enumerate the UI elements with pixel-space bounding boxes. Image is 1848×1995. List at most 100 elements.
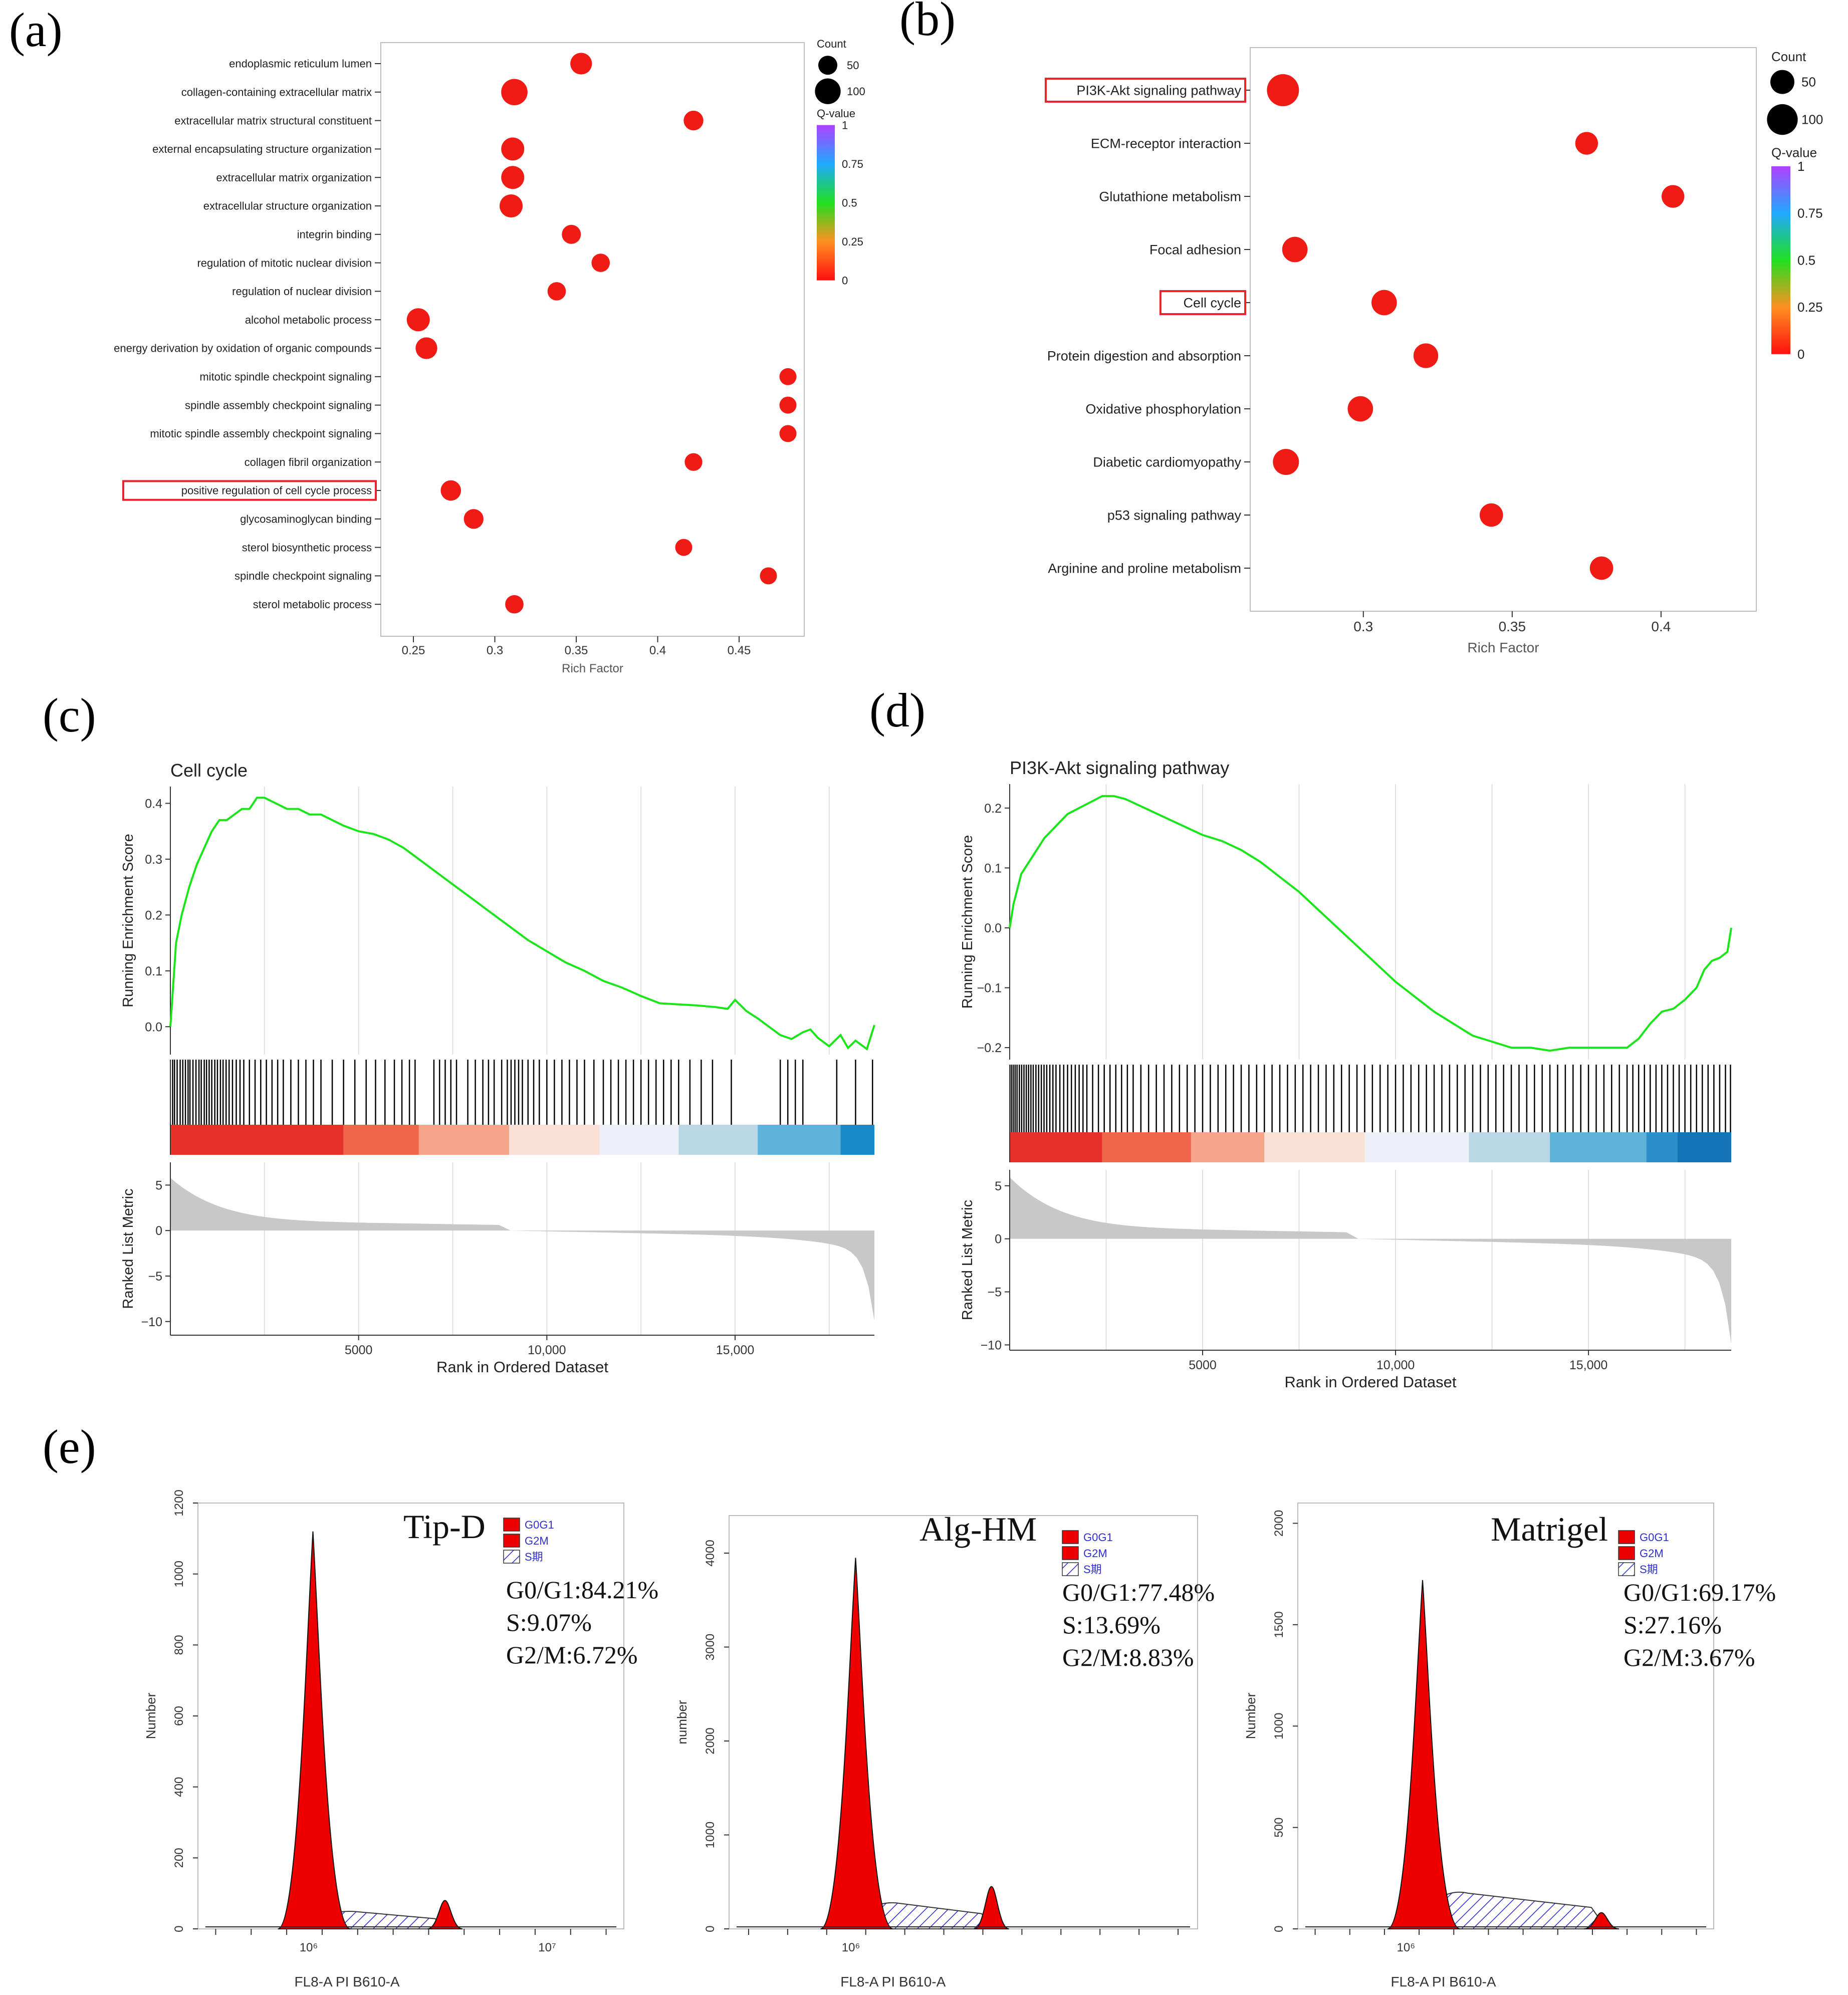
legend-swatch (1062, 1546, 1079, 1560)
x-tick-label: 10⁷ (538, 1941, 556, 1954)
flow-panel-title: Alg-HM (919, 1510, 1037, 1548)
data-point (547, 282, 566, 301)
enrichment-score-line (1009, 795, 1732, 1052)
data-point (440, 480, 461, 501)
gsea-cell-cycle-chart: Cell cycle 0.0 0.1 0.2 0.3 0.4 Running Enrichm… (120, 760, 875, 1376)
stat-s-phase: S:27.16% (1624, 1611, 1722, 1639)
rank-color-band (1469, 1132, 1550, 1162)
data-point (779, 396, 797, 414)
y-tick-label: 0 (704, 1925, 717, 1932)
panel-label-c: (c) (43, 688, 96, 742)
data-point (501, 137, 525, 161)
size-legend-label: 50 (847, 59, 859, 72)
y-tick-label: 500 (1272, 1818, 1286, 1838)
data-point (501, 79, 528, 106)
legend-label: G0G1 (1640, 1531, 1669, 1544)
legend-swatch (503, 1534, 520, 1548)
plot-frame (197, 1503, 624, 1929)
data-point (562, 224, 581, 244)
category-label: glycosaminoglycan binding (240, 513, 372, 526)
g2m-peak (974, 1886, 1009, 1929)
x-tick-label: 0.4 (1651, 619, 1671, 634)
x-axis-label: Rank in Ordered Dataset (436, 1358, 608, 1376)
y-tick-label: 0.0 (984, 921, 1002, 935)
y-tick-label: 1000 (704, 1822, 717, 1848)
data-point (779, 368, 797, 385)
data-point (1273, 449, 1299, 475)
y-tick-label: 0.2 (145, 908, 162, 922)
legend-swatch (1062, 1562, 1079, 1576)
rank-color-band (418, 1125, 510, 1155)
data-point (760, 567, 777, 585)
x-tick-label: 10,000 (528, 1343, 566, 1357)
y-tick-label: 800 (172, 1635, 186, 1655)
flow-panel-title: Tip-D (403, 1508, 486, 1546)
legend-label: S期 (1083, 1563, 1102, 1576)
y-tick-label: 4000 (704, 1540, 717, 1566)
kegg-bubble-chart: PI3K-Akt signaling pathway ECM-receptor i… (1044, 47, 1823, 655)
legend-label: G2M (1640, 1547, 1664, 1560)
x-tick-label: 10⁶ (842, 1941, 860, 1954)
highlight-box (1159, 290, 1246, 315)
y-tick-label: −5 (148, 1270, 162, 1284)
color-legend-label: 0.25 (842, 235, 863, 248)
category-label: mitotic spindle checkpoint signaling (199, 371, 372, 383)
legend-swatch (1618, 1530, 1635, 1544)
flow-panel: 0 1000 2000 3000 4000 number 10⁶ FL8-A PI B610-… (674, 1510, 1215, 1989)
size-legend-label: 50 (1801, 75, 1816, 90)
y-tick-label: 3000 (704, 1634, 717, 1660)
color-legend-label: 0.75 (1797, 206, 1823, 221)
x-tick-label: 10⁶ (1397, 1941, 1416, 1954)
rank-color-band (758, 1125, 841, 1155)
x-tick-label: 5000 (345, 1343, 373, 1357)
y-axis-label-2: Ranked List Metric (960, 1200, 976, 1320)
rank-color-band (840, 1125, 874, 1155)
rank-color-band (170, 1125, 344, 1155)
size-legend-label: 100 (847, 85, 865, 98)
category-label: extracellular matrix structural constitu… (174, 114, 372, 127)
legend-swatch (1618, 1546, 1635, 1560)
category-label: mitotic spindle assembly checkpoint sign… (150, 427, 372, 440)
rank-color-band (599, 1125, 679, 1155)
gsea-pi3k-akt-chart: PI3K-Akt signaling pathway 0.2 0.1 0.0 −0.1 −… (960, 758, 1732, 1391)
rank-color-band (1677, 1132, 1731, 1162)
category-label: extracellular matrix organization (216, 171, 372, 184)
x-tick-label: 15,000 (1569, 1358, 1607, 1372)
x-tick-label: 10,000 (1376, 1358, 1415, 1372)
data-point (1282, 236, 1308, 263)
color-legend-label: 0 (1797, 347, 1804, 362)
legend-label: S期 (525, 1551, 543, 1563)
g0g1-peak (278, 1531, 351, 1929)
flow-panel-title: Matrigel (1491, 1510, 1608, 1548)
rank-color-band (343, 1125, 419, 1155)
legend-label: G0G1 (1083, 1531, 1113, 1544)
y-tick-label: 200 (172, 1848, 186, 1868)
category-label: positive regulation of cell cycle proces… (181, 484, 372, 497)
rank-color-band (1191, 1132, 1265, 1162)
category-label: sterol biosynthetic process (242, 541, 372, 554)
ranked-metric-area (1010, 1177, 1731, 1344)
color-legend-label: 0 (842, 274, 848, 287)
y-tick-label: −10 (981, 1338, 1002, 1352)
y-tick-label: 5 (155, 1178, 162, 1192)
y-tick-label: 5 (995, 1179, 1002, 1193)
size-legend-dot (1767, 104, 1798, 135)
y-axis-label: Number (143, 1692, 158, 1739)
data-point (500, 194, 523, 217)
y-tick-label: 2000 (704, 1727, 717, 1754)
y-tick-label: −0.2 (977, 1041, 1002, 1055)
x-axis-label: FL8-A PI B610-A (294, 1974, 399, 1989)
data-point (1413, 343, 1439, 368)
panel-label-e: (e) (43, 1420, 96, 1473)
category-label: regulation of nuclear division (232, 285, 372, 298)
category-label: Protein digestion and absorption (1047, 348, 1241, 363)
legend-label: G2M (1083, 1547, 1107, 1560)
y-tick-label: 600 (172, 1706, 186, 1726)
category-label: external encapsulating structure organiz… (152, 143, 372, 155)
size-legend-dot (815, 78, 841, 104)
data-point (1347, 396, 1373, 422)
legend-swatch (1062, 1530, 1079, 1544)
y-axis-label: Number (1243, 1692, 1258, 1739)
x-tick-label: 5000 (1189, 1358, 1217, 1372)
